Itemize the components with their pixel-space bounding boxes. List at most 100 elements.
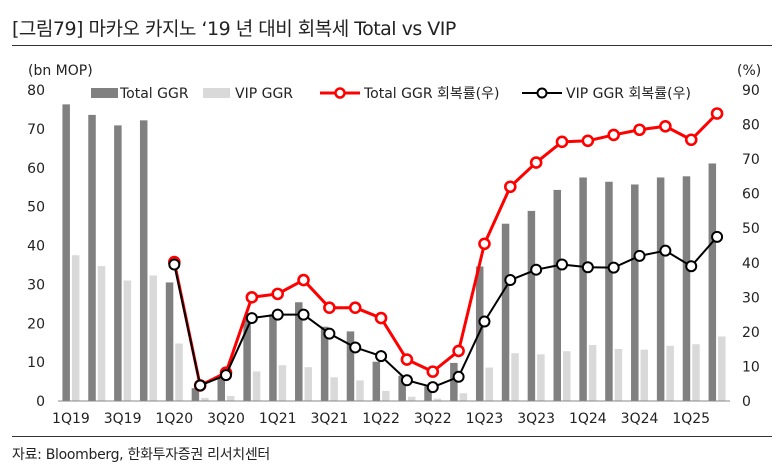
vip-ggr-rate-point (168, 258, 181, 271)
bar-total-ggr (165, 282, 174, 401)
vip-ggr-rate-point (711, 230, 724, 243)
bar-total-ggr (243, 318, 251, 401)
bar-vip-ggr (614, 348, 623, 401)
vip-ggr-rate-point (271, 308, 284, 321)
total-ggr-rate-point (581, 134, 595, 148)
bar-total-ggr (553, 189, 561, 401)
x-tick-label: 1Q22 (362, 411, 400, 427)
bar-vip-ggr (175, 343, 183, 401)
vip-ggr-rate-point (349, 341, 362, 354)
y-left-tick-label: 10 (27, 355, 45, 371)
bar-vip-ggr (382, 390, 390, 401)
bar-total-ggr (114, 125, 122, 401)
bar-total-ggr (217, 378, 225, 401)
x-tick-label: 1Q23 (466, 411, 504, 427)
bar-vip-ggr (227, 395, 235, 401)
y-right-tick-label: 0 (742, 394, 751, 410)
bar-vip-ggr (407, 396, 416, 401)
legend-vip-ggr-label: VIP GGR (235, 86, 293, 102)
vip-ggr-rate-point (220, 369, 232, 382)
total-ggr-rate-point (504, 180, 517, 194)
bar-total-ggr (372, 361, 381, 401)
y-right-tick-label: 70 (742, 152, 760, 168)
bar-vip-ggr (511, 353, 519, 401)
total-ggr-rate-point (452, 344, 465, 358)
bar-vip-ggr (692, 344, 700, 401)
y-right-tick-label: 90 (742, 83, 760, 99)
total-ggr-rate-line (172, 112, 719, 387)
bar-vip-ggr (640, 349, 649, 401)
bar-vip-ggr (537, 354, 545, 401)
x-tick-label: 3Q24 (621, 411, 659, 427)
bar-total-ggr (398, 375, 406, 401)
x-tick-label: 1Q20 (155, 411, 193, 427)
vip-ggr-rate-point (478, 315, 491, 328)
bar-total-ggr (501, 223, 510, 401)
total-ggr-rate-point (555, 135, 569, 149)
y-left-tick-label: 80 (27, 83, 45, 99)
x-tick-label: 3Q19 (104, 411, 142, 427)
vip-ggr-rate-point (426, 381, 439, 394)
x-tick-label: 3Q21 (311, 411, 349, 427)
y-left-tick-label: 20 (27, 316, 45, 332)
bar-vip-ggr (485, 367, 493, 401)
bar-total-ggr (656, 177, 665, 401)
bar-vip-ggr (356, 380, 364, 401)
total-ggr-rate-point (710, 107, 724, 120)
legend-vip-rate-marker (536, 87, 548, 99)
y-right-tick-label: 50 (742, 221, 760, 237)
vip-ggr-rate-point (400, 374, 413, 387)
y-right-tick-label: 30 (742, 290, 760, 306)
vip-ggr-rate-point (607, 261, 620, 274)
y-right-tick-label: 20 (742, 325, 760, 341)
top-rule (12, 45, 772, 46)
bar-total-ggr (62, 104, 70, 401)
total-ggr-rate-point (478, 237, 491, 251)
lines-group (168, 107, 724, 394)
bar-total-ggr (605, 181, 613, 401)
legend: Total GGR VIP GGR Total GGR 회복률(우) VIP G… (91, 86, 691, 102)
left-axis-unit: (bn MOP) (28, 63, 93, 79)
bars-group (62, 104, 726, 401)
vip-ggr-rate-point (194, 379, 207, 392)
legend-vip-ggr-swatch (203, 88, 230, 98)
y-left-tick-label: 0 (36, 394, 45, 410)
bar-vip-ggr (330, 377, 338, 401)
bar-vip-ggr (252, 371, 261, 401)
vip-ggr-rate-point (297, 308, 310, 321)
source-note: 자료: Bloomberg, 한화투자증권 리서치센터 (12, 447, 271, 463)
bar-vip-ggr (459, 393, 468, 401)
total-ggr-rate-point (348, 301, 362, 315)
y-right-tick-label: 10 (742, 359, 760, 375)
x-tick-label: 1Q21 (259, 411, 297, 427)
total-ggr-rate-point (323, 301, 336, 315)
bar-total-ggr (579, 177, 587, 401)
bar-vip-ggr (304, 367, 313, 401)
bar-vip-ggr (433, 398, 442, 401)
legend-vip-rate-label: VIP GGR 회복률(우) (566, 86, 691, 102)
bar-total-ggr (450, 362, 458, 401)
vip-ggr-rate-point (581, 261, 594, 274)
bar-vip-ggr (588, 345, 597, 401)
y-left-tick-label: 40 (27, 239, 45, 255)
bar-vip-ggr (149, 275, 157, 401)
total-ggr-rate-point (245, 291, 259, 304)
y-left-tick-label: 70 (27, 122, 45, 138)
bar-total-ggr (708, 163, 717, 401)
bar-vip-ggr (123, 280, 132, 401)
vip-ggr-rate-point (659, 244, 672, 257)
y-left-tick-label: 30 (27, 277, 45, 293)
vip-ggr-rate-point (685, 260, 698, 273)
bar-total-ggr (424, 386, 432, 401)
vip-ggr-rate-point (452, 370, 465, 383)
legend-total-rate-marker (334, 87, 346, 99)
chart-title: [그림79] 마카오 카지노 ‘19 년 대비 회복세 Total vs VIP (12, 18, 456, 40)
bar-vip-ggr (97, 266, 106, 401)
total-ggr-rate-point (607, 128, 620, 142)
total-ggr-rate-point (374, 311, 388, 325)
legend-total-rate-label: Total GGR 회복률(우) (363, 86, 499, 102)
vip-ggr-rate-point (530, 263, 543, 276)
right-axis-unit: (%) (737, 63, 761, 79)
total-ggr-rate-point (529, 156, 543, 169)
